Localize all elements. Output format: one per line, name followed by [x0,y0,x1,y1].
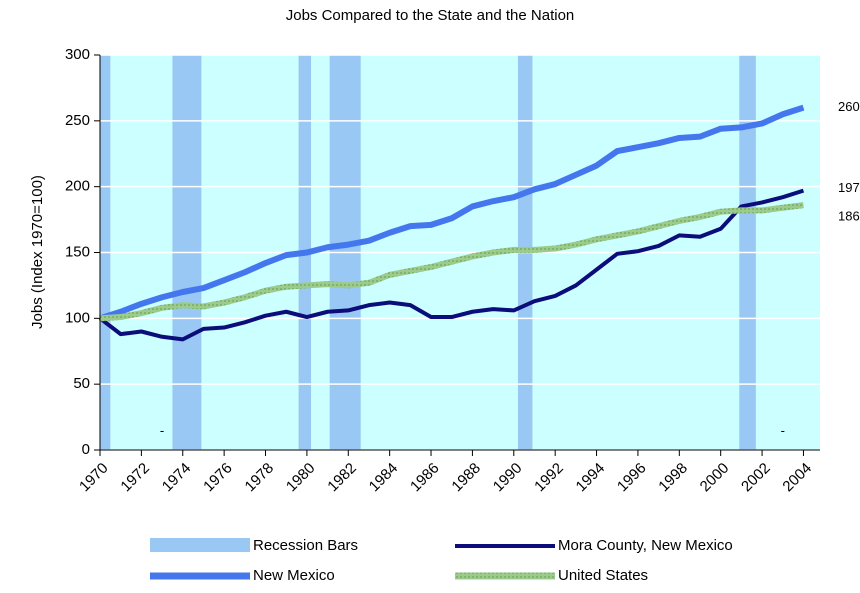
x-tick-label: 1970 [76,460,112,496]
series-line [99,104,805,322]
x-tick-label: 1998 [655,460,691,496]
x-tick-label: 1982 [324,460,360,496]
x-tick-label: 2002 [738,460,774,496]
x-tick-label: 1972 [117,460,153,496]
x-tick-label: 1996 [614,460,650,496]
legend-swatch [150,538,250,552]
x-tick-label: 1994 [573,460,609,496]
x-tick-label: 2000 [697,460,733,496]
series-line [99,202,804,322]
series-line [98,188,805,342]
x-tick-label: 1988 [448,460,484,496]
y-axis-label: Jobs (Index 1970=100) [29,175,46,329]
x-tick-label: 1990 [490,460,526,496]
y-tick-label: 250 [65,112,90,129]
y-tick-label: 100 [65,309,90,326]
legend-label: Recession Bars [253,537,358,554]
x-tick-label: 1976 [200,460,236,496]
x-tick-label: 1978 [242,460,278,496]
legend-label: New Mexico [253,567,335,584]
x-tick-label: 1980 [283,460,319,496]
annotation: - [160,423,164,438]
y-tick-label: 150 [65,243,90,260]
chart-title: Jobs Compared to the State and the Natio… [286,7,575,24]
y-tick-label: 50 [73,375,90,392]
y-tick-label: 300 [65,46,90,63]
end-label: 186 [838,209,860,224]
x-tick-label: 1992 [531,460,567,496]
x-tick-label: 1986 [407,460,443,496]
x-tick-label: 1984 [366,460,402,496]
x-tick-label: 2004 [779,460,815,496]
legend-label: Mora County, New Mexico [558,537,733,554]
x-tick-label: 1974 [159,460,195,496]
annotation: - [781,423,785,438]
y-tick-label: 0 [82,441,90,458]
end-label: 197 [838,180,860,195]
legend-label: United States [558,567,648,584]
y-tick-label: 200 [65,178,90,195]
end-label: 260 [838,99,860,114]
